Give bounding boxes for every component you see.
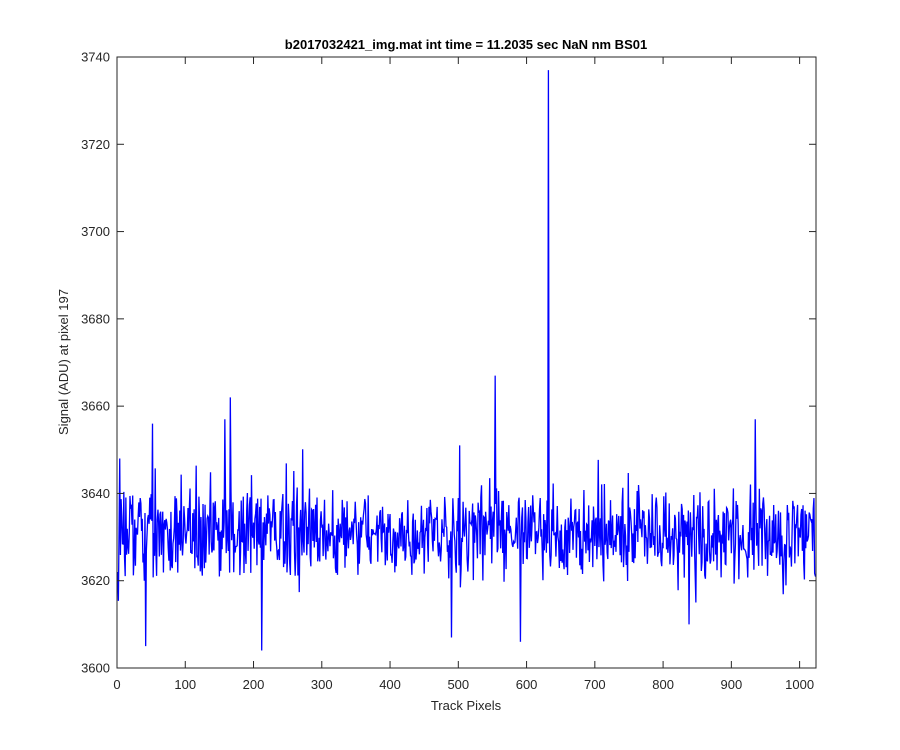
y-tick-label: 3600 [81, 661, 110, 676]
x-tick-label: 200 [243, 677, 265, 692]
x-tick-label: 1000 [785, 677, 814, 692]
x-tick-label: 800 [652, 677, 674, 692]
y-axis-label: Signal (ADU) at pixel 197 [56, 289, 71, 435]
y-tick-label: 3620 [81, 573, 110, 588]
x-tick-label: 400 [379, 677, 401, 692]
x-axis-label: Track Pixels [431, 698, 502, 713]
y-tick-label: 3640 [81, 486, 110, 501]
y-tick-label: 3740 [81, 50, 110, 65]
x-tick-label: 700 [584, 677, 606, 692]
x-tick-label: 900 [721, 677, 743, 692]
x-tick-label: 0 [113, 677, 120, 692]
y-tick-label: 3680 [81, 311, 110, 326]
axes-box [116, 56, 817, 669]
signal-line [117, 70, 817, 651]
x-tick-label: 600 [516, 677, 538, 692]
x-tick-label: 100 [174, 677, 196, 692]
chart-title: b2017032421_img.mat int time = 11.2035 s… [285, 37, 647, 52]
y-axis-ticks: 3600 3620 3640 3660 3680 3700 3720 3740 [81, 50, 816, 676]
x-tick-label: 500 [447, 677, 469, 692]
plot-area [117, 70, 817, 651]
y-tick-label: 3660 [81, 399, 110, 414]
axes-background [117, 57, 816, 668]
y-tick-label: 3720 [81, 137, 110, 152]
x-tick-label: 300 [311, 677, 333, 692]
x-axis-ticks: 0 100 200 300 400 500 600 700 800 900 1000 [113, 57, 814, 692]
y-tick-label: 3700 [81, 224, 110, 239]
